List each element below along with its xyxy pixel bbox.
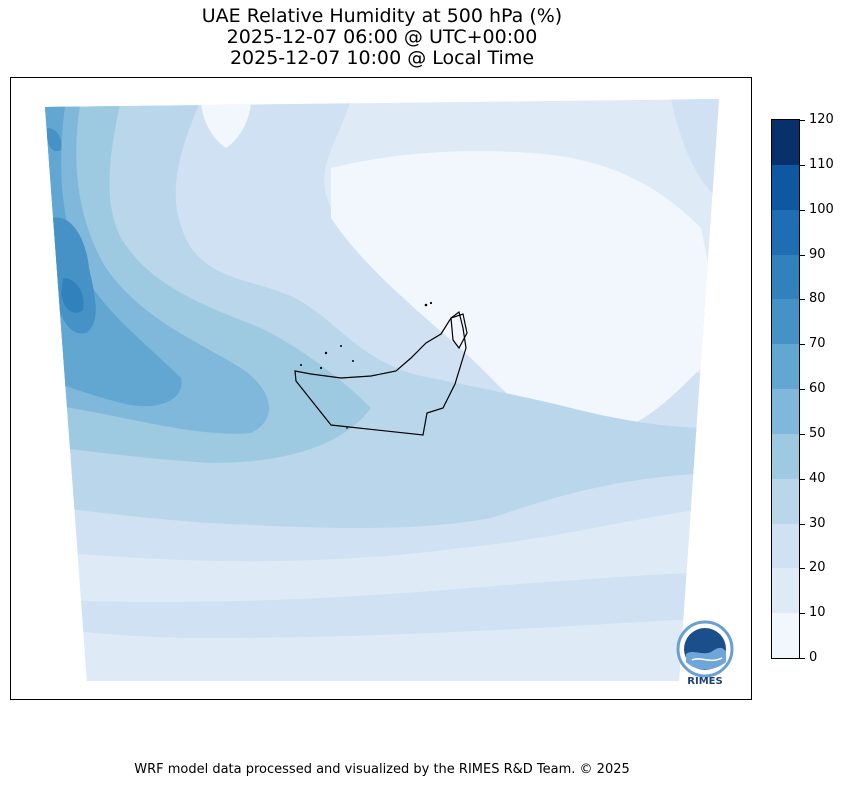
colorbar-tick [800, 299, 805, 301]
humidity-contours [45, 99, 719, 681]
colorbar [771, 119, 800, 659]
colorbar-band [772, 343, 799, 389]
colorbar-tick [800, 658, 805, 659]
colorbar-tick-label: 40 [809, 470, 826, 486]
colorbar-band [772, 298, 799, 345]
contour-20-30-ne [671, 99, 719, 198]
colorbar-tick-label: 100 [809, 201, 834, 217]
colorbar-tick [800, 344, 805, 346]
rimes-logo: RIMES [674, 620, 736, 690]
colorbar-tick-label: 70 [809, 336, 826, 352]
colorbar-band [772, 523, 799, 569]
contour-70-80 [51, 217, 96, 334]
colorbar-tick [800, 254, 805, 256]
colorbar-tick-label: 10 [809, 605, 826, 621]
colorbar-tick [800, 120, 805, 121]
colorbar-tick [800, 209, 805, 211]
humidity-map [45, 99, 719, 681]
contour-70-80-nw [47, 128, 62, 152]
islands [300, 301, 433, 429]
colorbar-band [772, 478, 799, 524]
colorbar-tick-label: 120 [809, 112, 834, 127]
contour-0-10 [331, 151, 711, 438]
colorbar-band [772, 612, 799, 658]
colorbar-tick [800, 389, 805, 390]
contour-0-10-top [201, 99, 251, 148]
colorbar-tick [800, 613, 805, 615]
colorbar-band [772, 119, 799, 165]
colorbar-band [772, 209, 799, 255]
colorbar-tick [800, 523, 805, 525]
colorbar-tick-label: 60 [809, 381, 826, 396]
colorbar-band [772, 567, 799, 614]
colorbar-band [772, 388, 799, 434]
title-line-2: 2025-12-07 06:00 @ UTC+00:00 [226, 26, 538, 48]
footer-credit: WRF model data processed and visualized … [134, 762, 630, 777]
chart-title: UAE Relative Humidity at 500 hPa (%) 202… [0, 6, 764, 69]
uae-boundary [294, 310, 468, 436]
colorbar-tick-label: 20 [809, 560, 826, 576]
colorbar-tick [800, 568, 805, 570]
colorbar-tick-label: 50 [809, 425, 826, 441]
colorbar-tick-label: 90 [809, 246, 826, 262]
contour-80-90 [61, 278, 84, 313]
colorbar-tick-label: 110 [809, 156, 834, 172]
title-line-1: UAE Relative Humidity at 500 hPa (%) [201, 5, 563, 27]
contour-20-30-strip [45, 573, 711, 638]
colorbar-tick-label: 0 [809, 650, 818, 665]
colorbar-band [772, 164, 799, 210]
colorbar-tick-label: 30 [809, 515, 826, 531]
title-line-3: 2025-12-07 10:00 @ Local Time [229, 47, 535, 69]
colorbar-tick [800, 433, 805, 435]
map-frame [10, 77, 752, 700]
colorbar-tick [800, 164, 805, 166]
colorbar-band [772, 254, 799, 300]
colorbar-tick-label: 80 [809, 291, 826, 307]
logo-text: RIMES [687, 676, 723, 687]
colorbar-band [772, 433, 799, 479]
colorbar-tick [800, 478, 805, 480]
